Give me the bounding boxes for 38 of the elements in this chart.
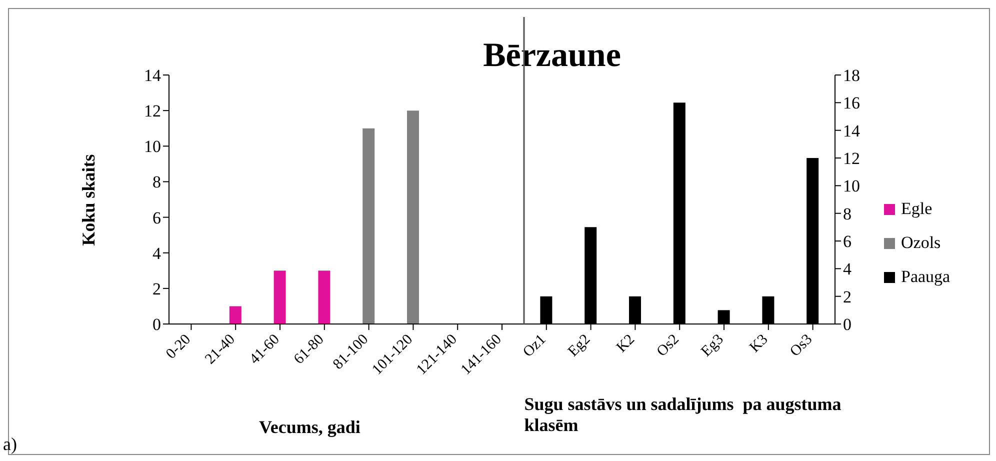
y-tick-label: 8 [152, 172, 161, 192]
y2-tick-label: 14 [843, 121, 860, 140]
x-tick-label: 0-20 [163, 332, 194, 362]
y-tick-label: 2 [152, 279, 161, 298]
y2-tick-label: 12 [843, 149, 860, 168]
legend-label: Ozols [901, 233, 941, 253]
bar [274, 270, 286, 324]
y-tick-label: 6 [152, 208, 161, 228]
y-tick-label: 12 [144, 102, 161, 121]
y2-tick-label: 6 [843, 232, 852, 252]
x-tick-label: K3 [746, 332, 772, 356]
y-tick-label: 0 [152, 315, 161, 334]
y2-tick-label: 8 [843, 204, 852, 224]
bar [407, 110, 419, 324]
legend-label: Paauga [901, 267, 950, 287]
y2-tick-label: 0 [843, 315, 852, 334]
x-tick-label: Oz1 [520, 332, 550, 361]
x-tick-label: Eg2 [565, 332, 594, 360]
bar [229, 306, 242, 324]
bar [362, 128, 375, 324]
y2-tick-label: 18 [843, 66, 860, 86]
x-tick-label: K2 [614, 332, 638, 356]
text: a) [3, 434, 17, 455]
y2-tick-label: 4 [843, 260, 852, 279]
x-tick-label: Os2 [654, 332, 682, 360]
x-axis-title: Vecums, gadi [259, 417, 360, 438]
y2-tick-label: 16 [843, 94, 860, 113]
x-tick-label: Os3 [787, 332, 816, 360]
legend-label: Egle [901, 199, 932, 219]
y-axis-title: Koku skaits [78, 154, 100, 246]
y-tick-label: 14 [144, 66, 162, 86]
y-tick-label: 4 [152, 244, 162, 263]
x-tick-label: Eg3 [698, 332, 727, 360]
y2-tick-label: 2 [843, 287, 852, 306]
y-tick-label: 10 [144, 137, 161, 156]
y2-tick-label: 10 [843, 176, 860, 196]
bar [318, 270, 330, 324]
text: Sugu sastāvs un sadalījums pa augstuma klasēm [524, 394, 842, 436]
